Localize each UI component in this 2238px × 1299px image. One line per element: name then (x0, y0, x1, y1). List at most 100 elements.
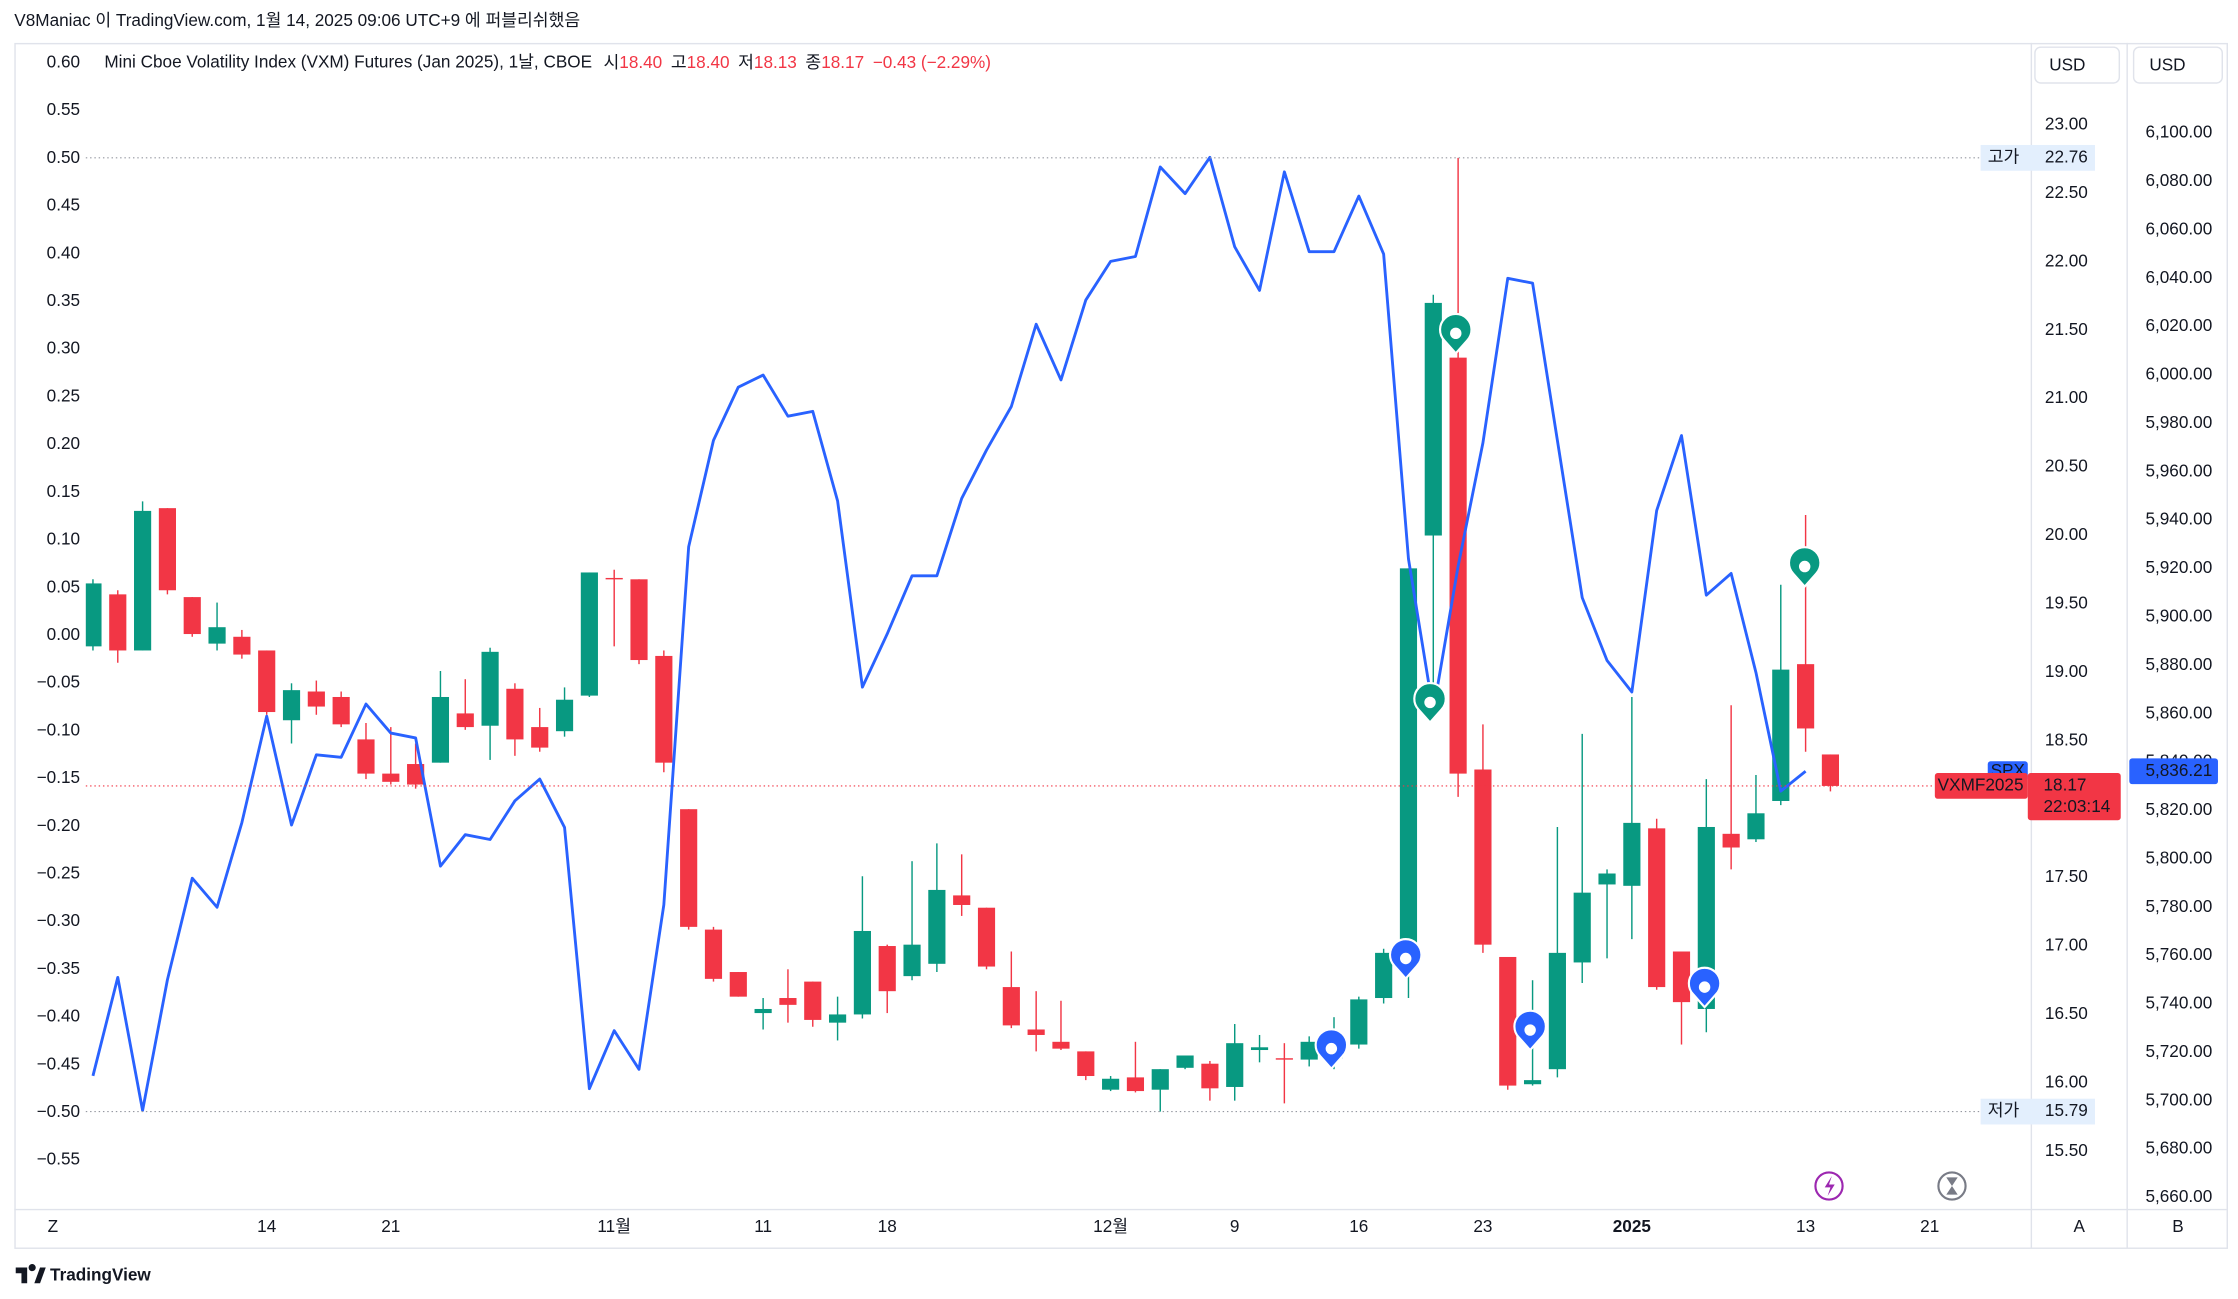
scale-button[interactable]: B (2172, 1216, 2183, 1236)
candle-body (1399, 568, 1418, 952)
y-tick-label: 21.00 (2045, 387, 2088, 407)
candle-body (85, 583, 102, 647)
x-tick-label: 23 (1473, 1216, 1492, 1236)
candle-body (1275, 1058, 1293, 1060)
y-tick-label: 23.00 (2045, 114, 2088, 134)
y2-tick-label: 6,080.00 (2145, 170, 2212, 190)
y2-tick-label: 5,920.00 (2145, 557, 2212, 577)
currency-label[interactable]: USD (2149, 54, 2185, 74)
legend-key: 저 (738, 51, 754, 71)
left-tick-label: 0.15 (47, 481, 80, 501)
y-tick-label: 17.50 (2045, 866, 2088, 886)
candle-body (630, 579, 648, 661)
high-label-value: 22.76 (2045, 146, 2088, 166)
left-tick-label: 0.30 (47, 338, 80, 358)
x-tick-label: 12월 (1093, 1216, 1128, 1236)
x-tick-label: 13 (1796, 1216, 1815, 1236)
candle-body (1623, 822, 1641, 886)
candle-body (680, 809, 698, 927)
candle-body (1499, 956, 1517, 1086)
candle-body (109, 594, 127, 651)
left-tick-label: 0.45 (47, 195, 80, 215)
y-tick-label: 18.50 (2045, 729, 2088, 749)
legend-value: 18.40 (687, 51, 730, 71)
candle-body (779, 998, 797, 1005)
brand-name: TradingView (50, 1265, 151, 1285)
event-icon[interactable] (1814, 1171, 1844, 1201)
candle-body (183, 597, 201, 635)
legend-key: 고 (671, 51, 687, 71)
spx-line (91, 155, 1807, 1112)
last-price: 18.17 (2044, 774, 2087, 794)
replay-icon[interactable] (1937, 1171, 1967, 1201)
candle-body (1102, 1078, 1120, 1090)
event-markers (1314, 312, 1822, 1071)
candle-body (1821, 754, 1840, 786)
auto-scale-button[interactable]: A (2074, 1216, 2086, 1236)
candle-body (456, 713, 474, 728)
x-tick-label: 21 (381, 1216, 400, 1236)
candle-body (655, 655, 673, 763)
y2-tick-label: 6,000.00 (2145, 364, 2212, 384)
candle-body (1300, 1041, 1318, 1060)
countdown: 22:03:14 (2044, 796, 2111, 816)
left-tick-label: 0.60 (47, 51, 80, 71)
replay-icon-glyph (1946, 1177, 1958, 1195)
currency-label[interactable]: USD (2049, 54, 2085, 74)
legend-value: 18.13 (754, 51, 797, 71)
event-icon-glyph (1824, 1175, 1835, 1196)
candle-body (382, 773, 400, 782)
candle-body (1201, 1063, 1219, 1089)
zoom-button[interactable]: Z (48, 1216, 58, 1236)
left-tick-label: 0.05 (47, 576, 80, 596)
candle-body (1747, 813, 1765, 840)
y2-tick-label: 6,020.00 (2145, 315, 2212, 335)
candle-body (282, 690, 301, 721)
candle-body (555, 699, 574, 732)
y2-tick-label: 5,860.00 (2145, 702, 2212, 722)
left-tick-label: −0.10 (37, 719, 80, 739)
left-tick-label: −0.20 (37, 815, 80, 835)
left-tick-label: −0.25 (37, 862, 80, 882)
y-tick-label: 22.00 (2045, 250, 2088, 270)
left-tick-label: 0.00 (47, 624, 80, 644)
y-tick-label: 20.00 (2045, 524, 2088, 544)
candle-body (1226, 1043, 1244, 1087)
y2-tick-label: 5,800.00 (2145, 847, 2212, 867)
candle-body (605, 577, 623, 580)
candle-body (1548, 952, 1566, 1070)
spx-price-box (2129, 758, 2218, 785)
y-tick-label: 20.50 (2045, 456, 2088, 476)
x-tick-label: 14 (257, 1216, 277, 1236)
y2-tick-label: 5,940.00 (2145, 509, 2212, 529)
x-tick-label: 2025 (1613, 1216, 1652, 1236)
legend-value: 18.17 (821, 51, 864, 71)
x-tick-label: 9 (1230, 1216, 1240, 1236)
candle-body (1474, 769, 1492, 945)
candle-body (134, 510, 152, 651)
candle-body (158, 508, 176, 591)
left-tick-label: 0.55 (47, 99, 80, 119)
candle-body (307, 691, 325, 707)
candle-body (953, 895, 971, 905)
x-tick-label: 11월 (597, 1216, 631, 1236)
candle-body (704, 929, 723, 979)
candle-body (506, 688, 524, 740)
y-tick-label: 19.50 (2045, 592, 2088, 612)
candle-body (357, 739, 375, 774)
candle-body (1126, 1077, 1145, 1092)
y-tick-label: 16.50 (2045, 1003, 2088, 1023)
candle-body (1350, 999, 1368, 1045)
currency-button[interactable] (2034, 46, 2121, 84)
left-tick-label: −0.30 (37, 910, 80, 930)
legend-change: −0.43 (−2.29%) (873, 51, 991, 71)
candle-body (1797, 664, 1815, 729)
candle-body (804, 981, 822, 1020)
left-tick-label: 0.20 (47, 433, 80, 453)
left-tick-label: −0.55 (37, 1149, 80, 1169)
currency-button[interactable] (2132, 46, 2223, 84)
y2-tick-label: 5,700.00 (2145, 1089, 2212, 1109)
candle-body (1250, 1047, 1269, 1051)
y2-tick-label: 6,100.00 (2145, 122, 2212, 142)
